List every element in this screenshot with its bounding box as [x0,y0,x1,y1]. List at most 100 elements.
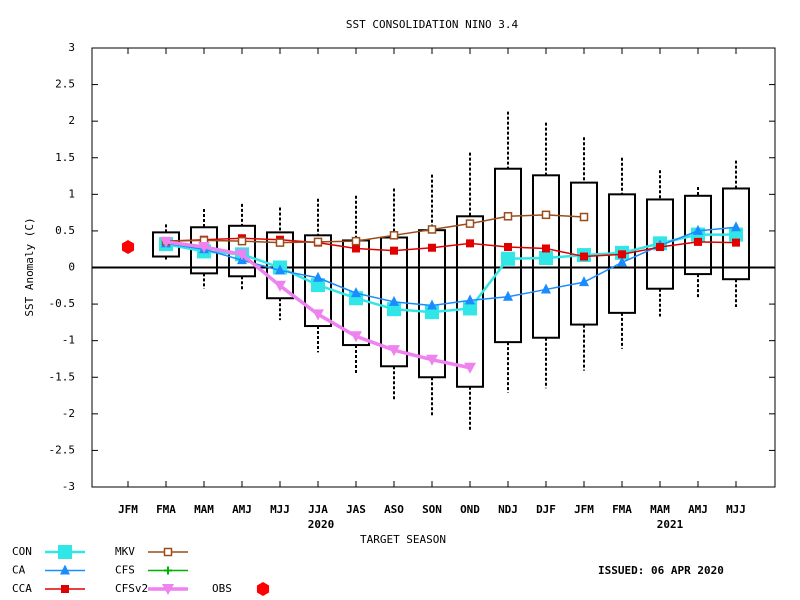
x-tick-label: JFM [574,503,594,516]
series-marker [390,246,398,255]
series-marker [541,210,551,220]
series-line [165,233,736,314]
series-marker [617,256,627,267]
x-tick-label: FMA [156,503,176,516]
legend-label: CA [12,564,26,577]
series-marker [237,236,247,246]
series-marker [236,249,248,261]
series-marker [313,271,323,282]
y-tick-label: 0 [68,261,75,274]
series-marker [351,236,361,246]
y-tick-label: 2.5 [55,78,75,91]
series-marker [388,345,400,357]
legend-label: MKV [115,545,135,558]
box [304,234,332,328]
issued-date: ISSUED: 06 APR 2020 [598,564,724,577]
series-marker [465,294,475,305]
year-label: 2021 [657,518,684,531]
legend-marker [163,547,173,557]
series-marker [428,243,436,252]
series-marker [732,238,740,247]
series-marker [198,242,210,254]
series-marker [463,301,477,316]
series-marker [426,354,438,366]
x-tick-label: NDJ [498,503,518,516]
legend-marker [164,566,172,575]
series-marker [541,283,551,294]
series-marker [312,309,324,321]
series-marker [542,244,550,253]
series-marker [504,243,512,252]
y-tick-label: -1 [62,334,75,347]
series-marker [160,236,172,248]
legend-marker [61,585,69,593]
series-marker [274,280,286,292]
box [646,198,674,290]
y-tick-label: 2 [68,114,75,127]
x-tick-label: DJF [536,503,556,516]
legend-marker [60,564,70,575]
series-marker [350,331,362,343]
series-marker [539,250,553,265]
y-tick-label: 3 [68,41,75,54]
x-tick-label: OND [460,503,480,516]
series-marker [389,295,399,306]
x-tick-label: FMA [612,503,632,516]
y-tick-label: -3 [62,480,75,493]
series-marker [731,221,741,232]
series-marker [580,252,588,261]
series-marker [465,219,475,228]
legend-label: CCA [12,582,32,595]
series-marker [656,243,664,252]
series-marker [501,251,515,266]
x-tick-label: JJA [308,503,328,516]
series-marker [389,231,399,240]
series-marker [579,212,589,222]
y-tick-label: -2.5 [49,443,76,456]
y-tick-label: 1 [68,187,75,200]
series-marker [275,238,285,247]
x-tick-label: MAM [194,503,214,516]
legend-label: CFSv2 [115,582,148,595]
series-marker [313,237,323,247]
series-marker [427,225,437,234]
series-marker [464,362,476,374]
x-tick-label: AMJ [688,503,708,516]
x-tick-label: MAM [650,503,670,516]
series-marker [579,276,589,287]
box [266,231,294,300]
x-tick-label: SON [422,503,442,516]
legend-marker [256,582,270,596]
series-marker [693,224,703,235]
series-marker [275,264,285,275]
series-marker [694,237,702,246]
y-tick-label: 0.5 [55,224,75,237]
x-tick-label: AMJ [232,503,252,516]
y-tick-label: -0.5 [49,297,76,310]
legend-marker [162,584,174,595]
series-marker [427,299,437,310]
series-marker [121,240,135,255]
x-tick-label: JFM [118,503,138,516]
legend-marker [58,545,72,559]
x-axis-label: TARGET SEASON [360,533,446,546]
legend-label: OBS [212,582,232,595]
series-marker [352,244,360,253]
legend-label: CON [12,545,32,558]
x-tick-label: ASO [384,503,404,516]
series-line [165,214,585,244]
box [494,167,522,344]
series-marker [503,212,513,221]
y-axis-label: SST Anomaly (C) [23,217,36,316]
series-line [165,237,737,258]
x-tick-label: JAS [346,503,366,516]
y-tick-label: -2 [62,407,75,420]
series-line [165,226,737,307]
legend-label: CFS [115,564,135,577]
series-marker [503,290,513,301]
x-tick-label: MJJ [270,503,290,516]
series-marker [618,250,626,259]
x-tick-label: MJJ [726,503,746,516]
